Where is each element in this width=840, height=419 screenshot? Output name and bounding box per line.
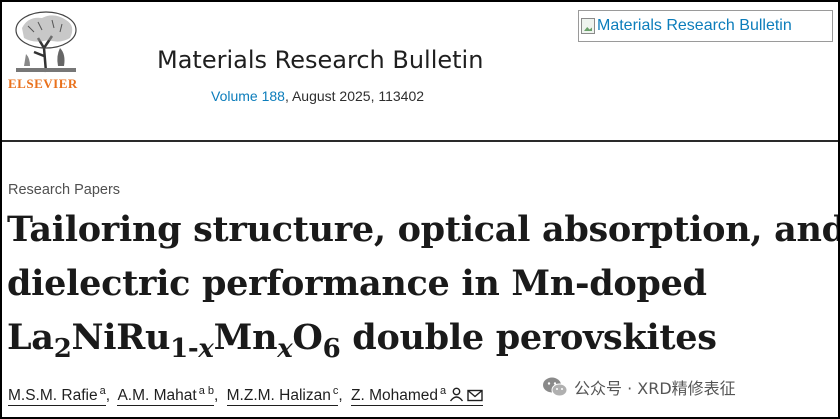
elsevier-tree-logo[interactable] <box>8 8 84 92</box>
wechat-icon <box>543 377 568 397</box>
author-link[interactable]: A.M. Mahat a b <box>117 385 215 406</box>
formula-la: La <box>7 317 54 358</box>
wechat-watermark: 公众号 · XRD精修表征 <box>542 374 736 400</box>
author-separator: , <box>338 387 343 404</box>
author-name: Z. Mohamed <box>350 387 438 404</box>
author-list: M.S.M. Rafie a, A.M. Mahat a b, M.Z.M. Hal… <box>8 385 484 406</box>
volume-link[interactable]: Volume 188 <box>211 88 285 104</box>
journal-cover-image[interactable]: Materials Research Bulletin <box>578 10 833 42</box>
author-link[interactable]: M.Z.M. Halizan c <box>226 385 339 406</box>
person-icon <box>450 387 464 402</box>
title-line-3-rest: double perovskites <box>340 317 717 358</box>
mail-icon[interactable] <box>467 389 483 402</box>
issue-details: , August 2025, 113402 <box>284 88 425 104</box>
formula-mn-sub: x <box>277 334 293 364</box>
cover-alt-text: Materials Research Bulletin <box>597 17 792 34</box>
formula-o: O <box>292 317 323 358</box>
title-line-1: Tailoring structure, optical absorption,… <box>7 209 838 250</box>
title-line-3: La2NiRu1-xMnxO6 double perovskites <box>7 311 837 365</box>
title-line-2: dielectric performance in Mn-doped <box>7 263 707 304</box>
formula-mn: Mn <box>213 317 278 358</box>
author-affiliation: a b <box>198 385 215 397</box>
journal-issue-info: Volume 188, August 2025, 113402 <box>211 88 424 104</box>
publisher-name: ELSEVIER <box>8 76 78 91</box>
formula-o-sub: 6 <box>322 334 341 364</box>
formula-ru-sub: 1- <box>170 334 199 364</box>
formula-la-sub: 2 <box>53 334 72 364</box>
author-affiliation: a <box>99 385 106 397</box>
article-type: Research Papers <box>8 182 121 198</box>
author-affiliation: a <box>440 385 447 397</box>
author-separator: , <box>105 387 111 404</box>
article-title: Tailoring structure, optical absorption,… <box>7 203 838 365</box>
formula-ru-sub-x: x <box>198 334 214 364</box>
author-name: M.S.M. Rafie <box>8 387 98 404</box>
author-link[interactable]: Z. Mohamed a <box>350 385 484 406</box>
journal-header: ELSEVIER Materials Research Bulletin Vol… <box>2 2 838 142</box>
formula-niru: NiRu <box>71 317 171 358</box>
author-link[interactable]: M.S.M. Rafie a <box>8 385 106 406</box>
author-separator: , <box>214 387 219 404</box>
author-affiliation: c <box>332 385 339 397</box>
author-name: A.M. Mahat <box>117 387 197 404</box>
broken-image-icon <box>581 18 595 34</box>
author-name: M.Z.M. Halizan <box>226 387 331 404</box>
journal-title[interactable]: Materials Research Bulletin <box>157 46 484 74</box>
watermark-text: 公众号 · XRD精修表征 <box>574 379 736 398</box>
